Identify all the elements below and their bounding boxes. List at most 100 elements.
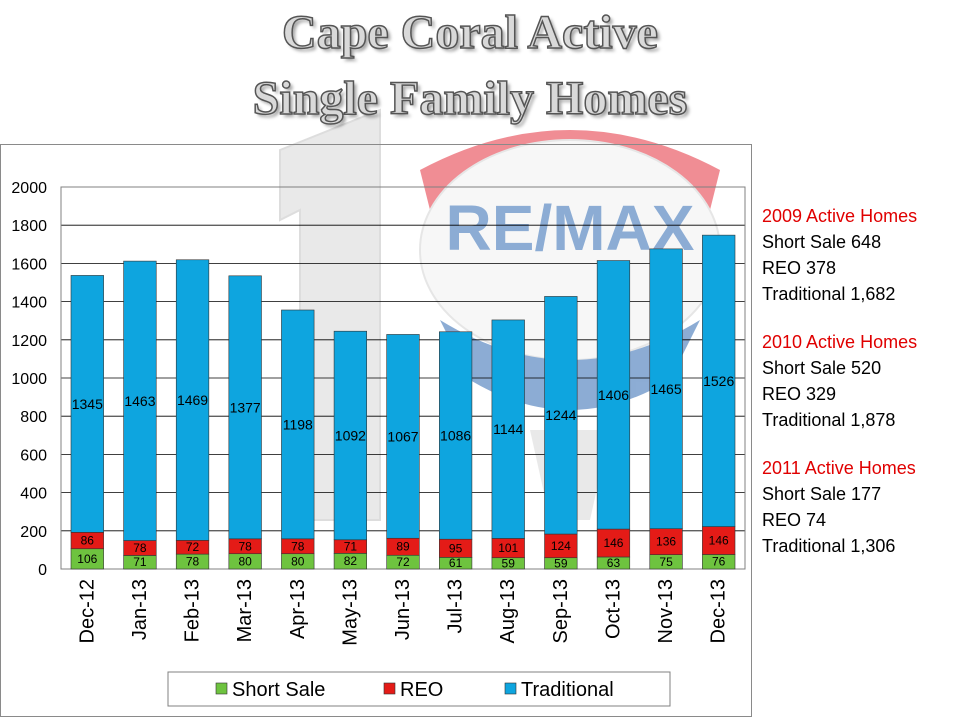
- data-label: 1465: [650, 381, 681, 397]
- chart-title-line-2: Single Family Homes: [252, 72, 688, 125]
- bar-traditional: [386, 334, 420, 539]
- x-tick-label: Apr-13: [287, 579, 309, 639]
- legend-swatch: [383, 682, 396, 695]
- chart-title-line-1: Cape Coral Active: [281, 6, 658, 59]
- data-label: 59: [502, 556, 516, 570]
- y-tick-label: 1800: [11, 218, 47, 235]
- legend-label: Traditional: [521, 679, 614, 701]
- data-label: 1086: [440, 427, 471, 443]
- data-label: 72: [396, 555, 410, 569]
- data-label: 86: [81, 534, 95, 548]
- data-label: 136: [656, 535, 676, 549]
- data-label: 95: [449, 541, 463, 555]
- summary-line: Short Sale 648: [762, 232, 882, 252]
- summary-group: 2010 Active Homes Short Sale 520 REO 329 Tr…: [762, 329, 957, 433]
- legend-swatch: [504, 682, 517, 695]
- summary-line: Traditional 1,878: [762, 410, 896, 430]
- legend: [167, 671, 671, 707]
- y-tick-label: 800: [20, 409, 47, 426]
- summary-line: REO 378: [762, 258, 837, 278]
- x-tick-label: Dec-13: [708, 579, 730, 643]
- legend-label: REO: [400, 679, 443, 701]
- x-tick-label: Sep-13: [550, 579, 572, 644]
- summary-line: Short Sale 177: [762, 484, 882, 504]
- bar-traditional: [702, 234, 736, 527]
- x-tick-label: Jul-13: [445, 579, 467, 633]
- x-tick-label: Dec-12: [76, 579, 98, 643]
- y-tick-label: 400: [20, 486, 47, 503]
- data-label: 106: [77, 552, 97, 566]
- bar-traditional: [333, 330, 367, 541]
- data-label: 61: [449, 556, 463, 570]
- data-label: 78: [133, 541, 147, 555]
- data-label: 101: [498, 541, 518, 555]
- x-tick-label: Oct-13: [602, 579, 624, 639]
- data-label: 1526: [703, 373, 734, 389]
- data-label: 1345: [72, 396, 103, 412]
- x-tick-label: Mar-13: [234, 579, 256, 642]
- bar-traditional: [228, 275, 262, 540]
- x-tick-label: Nov-13: [655, 579, 677, 643]
- data-label: 78: [186, 555, 200, 569]
- y-tick-label: 2000: [11, 180, 47, 197]
- x-tick-label: Jun-13: [392, 579, 414, 640]
- data-label: 71: [344, 540, 358, 554]
- summary-line: REO 74: [762, 510, 827, 530]
- summary-line: Traditional 1,306: [762, 536, 896, 556]
- bar-traditional: [491, 319, 525, 539]
- data-label: 1463: [124, 393, 155, 409]
- stacked-bar-chart: 0 200 400 600 800 1000 1200 1400 1600 1800 2000 106…: [11, 180, 746, 707]
- data-label: 59: [554, 556, 568, 570]
- data-label: 1067: [387, 428, 418, 444]
- data-label: 146: [603, 536, 623, 550]
- x-tick-label: Jan-13: [129, 579, 151, 640]
- summary-heading: 2009 Active Homes: [762, 206, 918, 226]
- legend-label: Short Sale: [232, 679, 325, 701]
- summary-line: Traditional 1,682: [762, 284, 896, 304]
- data-label: 1144: [493, 421, 523, 437]
- data-label: 80: [238, 554, 252, 568]
- chart-frame: [0, 144, 752, 717]
- bar-reo: [596, 528, 631, 558]
- bar-traditional: [544, 296, 578, 535]
- data-label: 76: [712, 555, 726, 569]
- data-label: 1406: [598, 387, 629, 403]
- bar-traditional: [439, 331, 473, 540]
- summary-line: REO 329: [762, 384, 837, 404]
- data-label: 82: [344, 554, 358, 568]
- x-tick-label: Feb-13: [182, 579, 204, 642]
- y-tick-label: 1600: [11, 256, 47, 273]
- data-label: 78: [238, 539, 252, 553]
- y-tick-label: 600: [20, 447, 47, 464]
- data-label: 75: [659, 555, 673, 569]
- y-tick-label: 200: [20, 524, 47, 541]
- summary-heading: 2010 Active Homes: [762, 332, 918, 352]
- data-label: 72: [186, 540, 200, 554]
- data-label: 1198: [283, 416, 313, 432]
- yearly-summary-panel: 2009 Active Homes Short Sale 648 REO 378 Tr…: [762, 203, 957, 581]
- data-label: 1469: [177, 392, 208, 408]
- data-label: 1244: [545, 407, 576, 423]
- data-label: 80: [291, 554, 305, 568]
- summary-group: 2009 Active Homes Short Sale 648 REO 378 Tr…: [762, 203, 957, 307]
- y-tick-label: 1000: [11, 371, 47, 388]
- x-tick-label: May-13: [339, 579, 361, 646]
- data-label: 63: [607, 556, 621, 570]
- y-tick-label: 1200: [11, 333, 47, 350]
- data-label: 1377: [230, 399, 261, 415]
- legend-swatch: [215, 682, 228, 695]
- bar-traditional: [175, 259, 210, 541]
- data-label: 71: [133, 555, 147, 569]
- bar-traditional: [596, 260, 631, 530]
- data-label: 124: [551, 539, 571, 553]
- y-tick-label: 1400: [11, 295, 47, 312]
- summary-heading: 2011 Active Homes: [762, 458, 916, 478]
- bar-traditional: [123, 260, 157, 541]
- summary-line: Short Sale 520: [762, 358, 882, 378]
- bar-traditional: [70, 275, 104, 533]
- x-tick-label: Aug-13: [497, 579, 519, 644]
- summary-group: 2011 Active Homes Short Sale 177 REO 74 Tra…: [762, 455, 957, 559]
- bar-traditional: [649, 248, 683, 529]
- bar-traditional: [281, 309, 315, 540]
- data-label: 78: [291, 539, 305, 553]
